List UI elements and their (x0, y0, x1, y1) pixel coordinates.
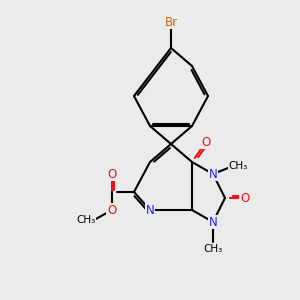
Text: N: N (146, 203, 154, 217)
Text: CH₃: CH₃ (76, 215, 96, 225)
Text: O: O (107, 203, 117, 217)
Text: CH₃: CH₃ (228, 161, 248, 171)
Text: O: O (107, 167, 117, 181)
Text: CH₃: CH₃ (203, 244, 223, 254)
Text: O: O (240, 191, 250, 205)
Text: Br: Br (164, 16, 178, 28)
Text: N: N (208, 167, 217, 181)
Text: N: N (208, 215, 217, 229)
Text: O: O (201, 136, 211, 148)
